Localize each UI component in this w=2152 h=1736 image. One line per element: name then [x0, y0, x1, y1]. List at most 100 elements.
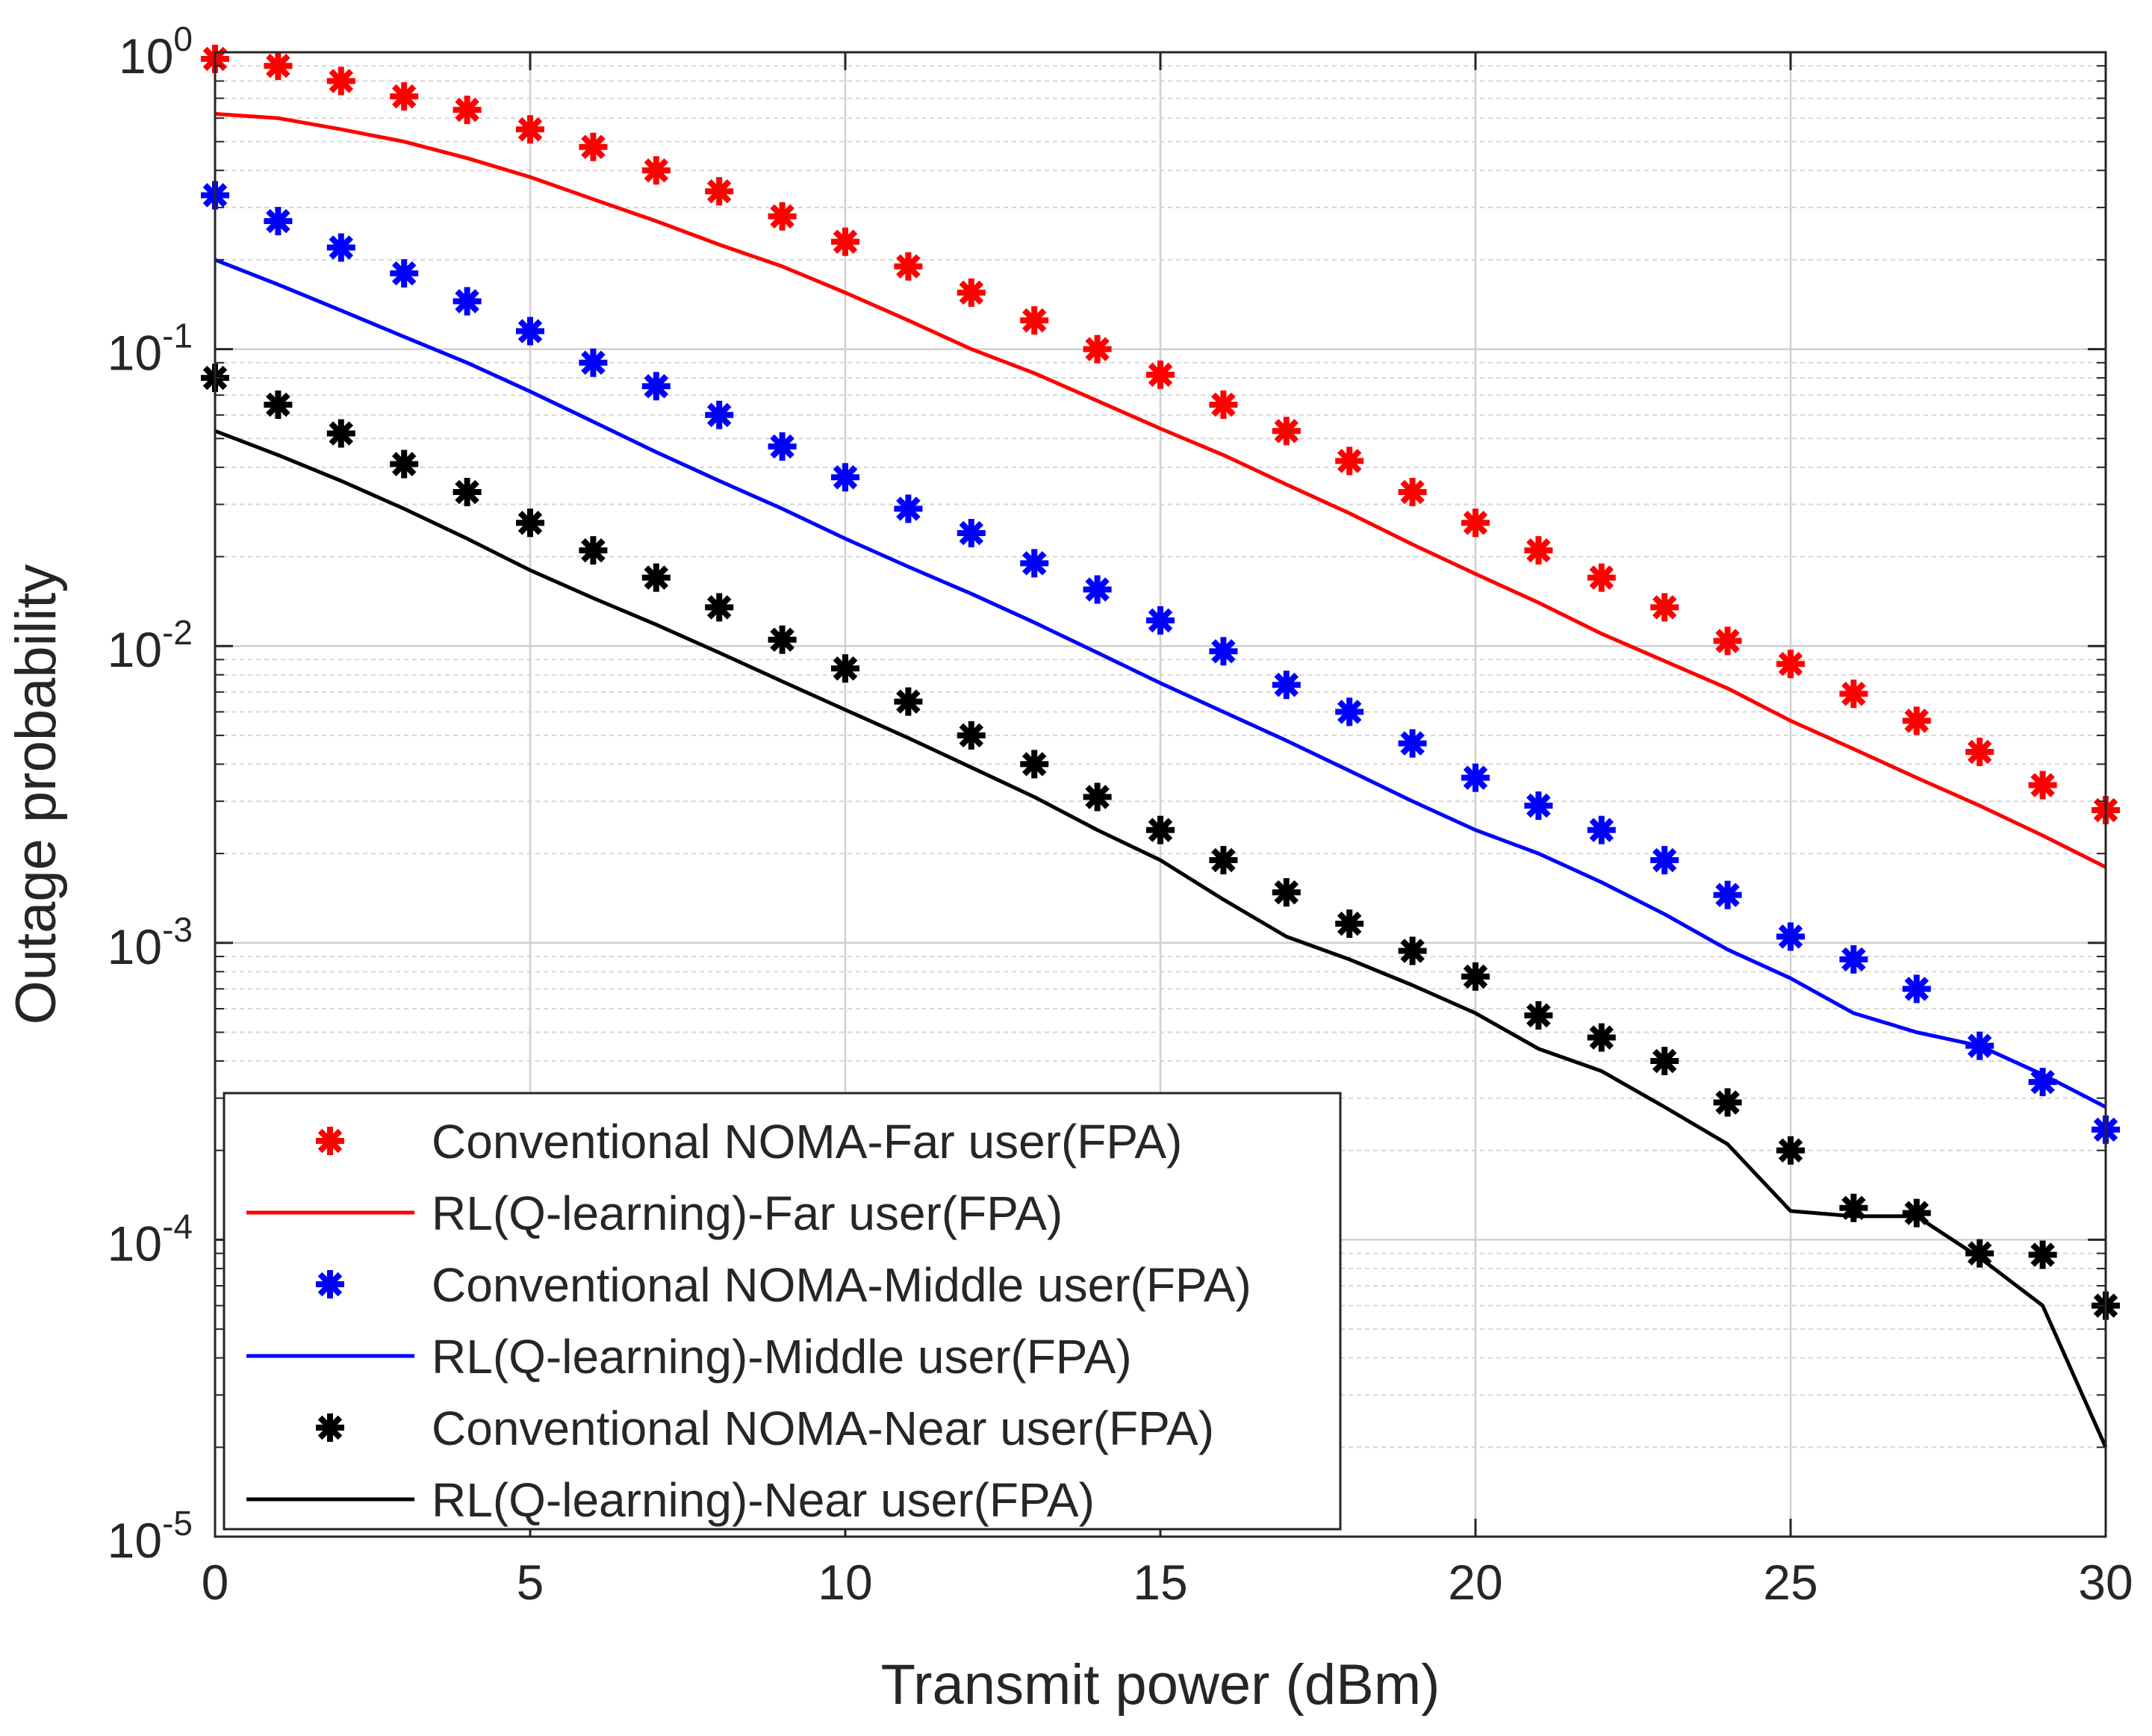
data-point: [579, 132, 608, 161]
data-point: [641, 372, 671, 401]
marker-stroke: [1085, 785, 1110, 809]
data-point: [1146, 360, 1175, 389]
marker-stroke: [644, 158, 669, 183]
data-point: [894, 252, 923, 281]
data-point: [1146, 606, 1175, 635]
x-tick-label: 10: [818, 1555, 872, 1610]
marker-stroke: [896, 254, 921, 279]
data-point: [1839, 679, 1868, 709]
marker-stroke: [706, 595, 732, 620]
legend-label: Conventional NOMA-Middle user(FPA): [432, 1258, 1251, 1312]
data-point: [894, 687, 923, 716]
marker-stroke: [317, 1415, 343, 1440]
y-tick-label-exponent: -5: [162, 1504, 193, 1543]
y-tick-label: 100: [119, 19, 193, 84]
marker-stroke: [1021, 551, 1047, 576]
data-point: [705, 593, 734, 622]
data-point: [1713, 1088, 1742, 1117]
data-point: [768, 432, 797, 461]
data-point: [453, 478, 482, 507]
marker-stroke: [959, 520, 984, 546]
marker-stroke: [266, 392, 290, 417]
marker-stroke: [1904, 977, 1929, 1001]
y-tick-label-base: 10: [108, 919, 162, 974]
marker-stroke: [2030, 1069, 2055, 1095]
y-tick-label: 10-2: [108, 613, 193, 677]
marker-stroke: [644, 565, 669, 590]
x-tick-label: 30: [2078, 1555, 2133, 1610]
legend-entry: RL(Q-learning)-Middle user(FPA): [246, 1330, 1132, 1384]
marker-stroke: [517, 116, 543, 142]
data-point: [1398, 478, 1427, 507]
data-point: [326, 66, 355, 96]
data-point: [831, 463, 859, 492]
data-point: [264, 207, 293, 236]
data-point: [1335, 697, 1364, 727]
marker-stroke: [391, 452, 417, 476]
marker-stroke: [706, 402, 732, 428]
data-point: [516, 115, 544, 144]
marker-stroke: [770, 434, 794, 459]
y-tick-label-exponent: -4: [162, 1207, 193, 1245]
data-point: [264, 390, 293, 419]
series-1: [214, 112, 2107, 869]
y-tick-label-exponent: 0: [173, 19, 193, 58]
legend-entry: Conventional NOMA-Far user(FPA): [316, 1115, 1182, 1169]
legend-label: Conventional NOMA-Near user(FPA): [432, 1401, 1214, 1455]
marker-stroke: [896, 689, 921, 714]
y-tick-label-exponent: -3: [162, 910, 193, 949]
legend-marker-swatch: [316, 1413, 344, 1442]
marker-stroke: [1400, 479, 1425, 505]
marker-stroke: [455, 97, 479, 122]
data-point: [1776, 1136, 1805, 1165]
marker-stroke: [706, 179, 732, 204]
marker-stroke: [1778, 1138, 1803, 1163]
data-point: [1272, 878, 1301, 907]
marker-stroke: [329, 421, 354, 446]
marker-stroke: [1589, 565, 1614, 590]
marker-stroke: [1148, 818, 1173, 842]
marker-stroke: [329, 235, 354, 260]
marker-stroke: [1526, 793, 1551, 818]
marker-stroke: [833, 656, 858, 681]
marker-stroke: [1085, 337, 1110, 361]
data-point: [1524, 1001, 1553, 1030]
marker-stroke: [1967, 1241, 1992, 1266]
marker-stroke: [2030, 1242, 2055, 1267]
data-point: [516, 508, 544, 538]
data-point: [1965, 737, 1994, 766]
marker-stroke: [266, 208, 290, 234]
data-point: [894, 494, 923, 523]
data-point: [1083, 783, 1112, 812]
data-point: [1209, 637, 1238, 666]
data-point: [1020, 750, 1049, 779]
x-tick-label: 5: [517, 1555, 544, 1610]
data-point: [831, 654, 859, 683]
data-point: [264, 52, 293, 81]
y-tick-label-base: 10: [108, 1513, 162, 1568]
marker-stroke: [1085, 577, 1110, 602]
data-point: [1146, 815, 1175, 844]
data-point: [2028, 1068, 2057, 1097]
data-point: [390, 82, 419, 111]
marker-stroke: [1526, 538, 1551, 563]
series-2: [201, 181, 2120, 1144]
legend-label: RL(Q-learning)-Middle user(FPA): [432, 1330, 1132, 1384]
marker-stroke: [896, 497, 921, 521]
marker-stroke: [1778, 651, 1803, 676]
data-point: [1083, 335, 1112, 364]
data-point: [1839, 945, 1868, 974]
marker-stroke: [581, 134, 606, 160]
series-0: [201, 44, 2120, 825]
series-5: [214, 429, 2108, 1449]
marker-stroke: [959, 723, 984, 748]
legend-entry: RL(Q-learning)-Near user(FPA): [246, 1473, 1095, 1527]
marker-stroke: [1274, 418, 1299, 444]
marker-stroke: [317, 1272, 343, 1297]
y-tick-label-exponent: -1: [162, 317, 193, 355]
x-tick-label: 0: [202, 1555, 229, 1610]
data-point: [453, 287, 482, 316]
data-point: [1587, 815, 1616, 844]
data-point: [1902, 706, 1931, 735]
